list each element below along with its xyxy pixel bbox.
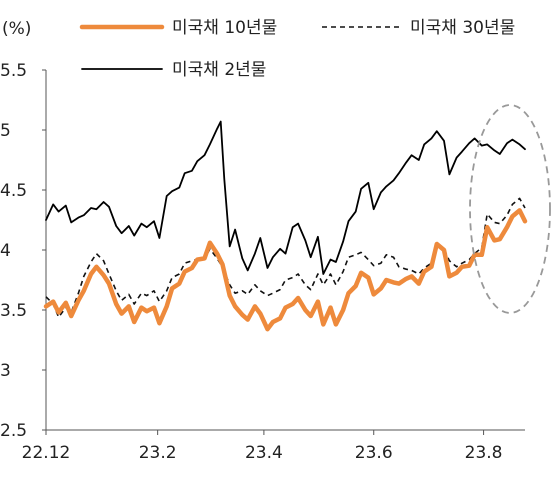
series-line-dashed (45, 197, 526, 318)
x-tick-label: 23.2 (139, 443, 177, 463)
legend-label-solid: 미국채 2년물 (172, 60, 266, 80)
y-tick-label: 2.5 (0, 421, 27, 441)
y-tick-label: 3.5 (0, 301, 27, 321)
y-tick-label: 5 (0, 121, 11, 141)
y-tick-label: 4.5 (0, 181, 27, 201)
series-line-solid (45, 120, 526, 275)
y-tick-label: 3 (0, 361, 11, 381)
y-tick-label: 5.5 (0, 61, 27, 81)
chart-axes (45, 70, 525, 431)
series-lines (43, 120, 528, 332)
y-unit-label: (%) (2, 19, 31, 39)
x-tick-label: 23.4 (245, 443, 283, 463)
x-tick-label: 22.12 (22, 443, 71, 463)
legend-label-thick: 미국채 10년물 (172, 18, 277, 38)
x-tick-label: 23.8 (465, 443, 503, 463)
x-tick-label: 23.6 (355, 443, 393, 463)
chart-annotations (469, 104, 551, 314)
legend-label-dashed: 미국채 30년물 (410, 18, 515, 38)
highlight-ellipse (469, 104, 551, 314)
y-tick-label: 4 (0, 241, 11, 261)
axis-ticks: (%) 5.5 5 4.5 4 3.5 3 2.522.12 23.2 23.4 23.6 23.8 (0, 19, 503, 463)
series-line-thick (43, 208, 528, 332)
